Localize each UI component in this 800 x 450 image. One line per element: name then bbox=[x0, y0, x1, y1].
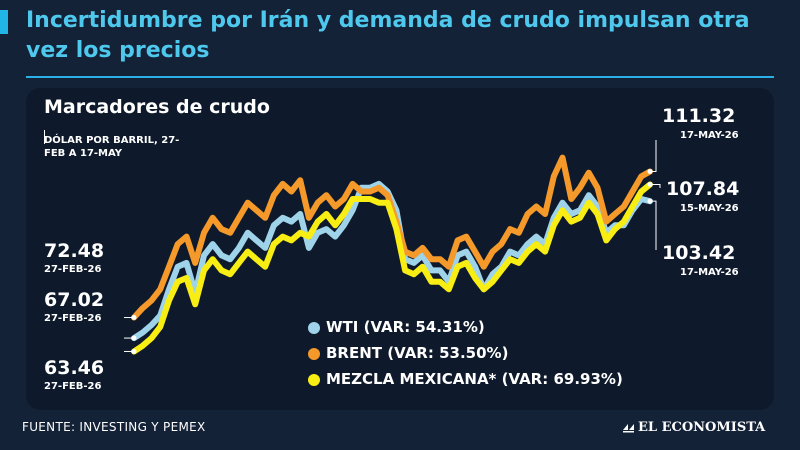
chart-subtitle: DÓLAR POR BARRIL, 27-FEB A 17-MAY bbox=[44, 134, 194, 160]
end-leader-mexicana bbox=[650, 184, 661, 188]
legend-wti-swatch bbox=[308, 322, 320, 334]
start-marker-wti bbox=[131, 335, 137, 341]
legend-brent-var: 53.50% bbox=[439, 344, 502, 362]
wti-end-value: 103.42 bbox=[662, 242, 736, 264]
brent-end-value: 111.32 bbox=[662, 105, 736, 127]
brent-start-value: 72.48 bbox=[44, 240, 105, 262]
series-line-brent bbox=[131, 154, 653, 321]
start-marker-mexicana bbox=[131, 348, 137, 354]
legend-mexicana-var-open: (VAR: bbox=[501, 370, 554, 388]
legend-mexicana-swatch bbox=[308, 374, 320, 386]
end-marker-mexicana bbox=[647, 182, 653, 188]
legend-mexicana-var: 69.93% bbox=[553, 370, 616, 388]
headline-rule bbox=[26, 76, 774, 78]
chart-subtitle-text: DÓLAR POR BARRIL, 27-FEB A 17-MAY bbox=[44, 135, 180, 159]
legend-wti: WTI (VAR: 54.31%) bbox=[326, 318, 485, 336]
wti-start-value: 67.02 bbox=[44, 289, 105, 311]
legend-wti-name: WTI bbox=[326, 318, 359, 336]
mexicana-start-value: 63.46 bbox=[44, 357, 105, 379]
legend-brent: BRENT (VAR: 53.50%) bbox=[326, 344, 509, 362]
mexicana-start-date: 27-FEB-26 bbox=[44, 381, 102, 392]
brand-name: EL ECONOMISTA bbox=[638, 420, 766, 435]
series-line-mexicana bbox=[131, 181, 653, 355]
chart-title: Marcadores de crudo bbox=[44, 96, 270, 118]
legend-brent-var-open: (VAR: bbox=[387, 344, 440, 362]
start-marker-brent bbox=[131, 315, 137, 321]
subtitle-tick bbox=[44, 130, 45, 144]
brand-logo-icon bbox=[623, 424, 634, 433]
headline-accent-bar bbox=[0, 10, 8, 34]
legend-wti-var: 54.31% bbox=[415, 318, 478, 336]
page-title: Incertidumbre por Irán y demanda de crud… bbox=[26, 8, 750, 63]
end-leader-brent bbox=[650, 140, 657, 172]
legend-brent-name: BRENT bbox=[326, 344, 383, 362]
end-marker-wti bbox=[647, 198, 653, 204]
wti-start-date: 27-FEB-26 bbox=[44, 313, 102, 324]
legend-brent-swatch bbox=[308, 348, 320, 360]
brent-start-date: 27-FEB-26 bbox=[44, 264, 102, 275]
legend-mexicana-name: MEZCLA MEXICANA* bbox=[326, 370, 497, 388]
mexicana-end-date: 15-MAY-26 bbox=[680, 203, 739, 214]
end-leader-wti bbox=[650, 200, 657, 250]
wti-end-date: 17-MAY-26 bbox=[680, 267, 739, 278]
footer-source: FUENTE: INVESTING Y PEMEX bbox=[22, 420, 206, 434]
legend-wti-var-open: (VAR: bbox=[363, 318, 416, 336]
brent-end-date: 17-MAY-26 bbox=[680, 130, 739, 141]
end-marker-brent bbox=[647, 168, 653, 174]
mexicana-end-value: 107.84 bbox=[666, 178, 740, 200]
legend-mexicana: MEZCLA MEXICANA* (VAR: 69.93%) bbox=[326, 370, 623, 388]
